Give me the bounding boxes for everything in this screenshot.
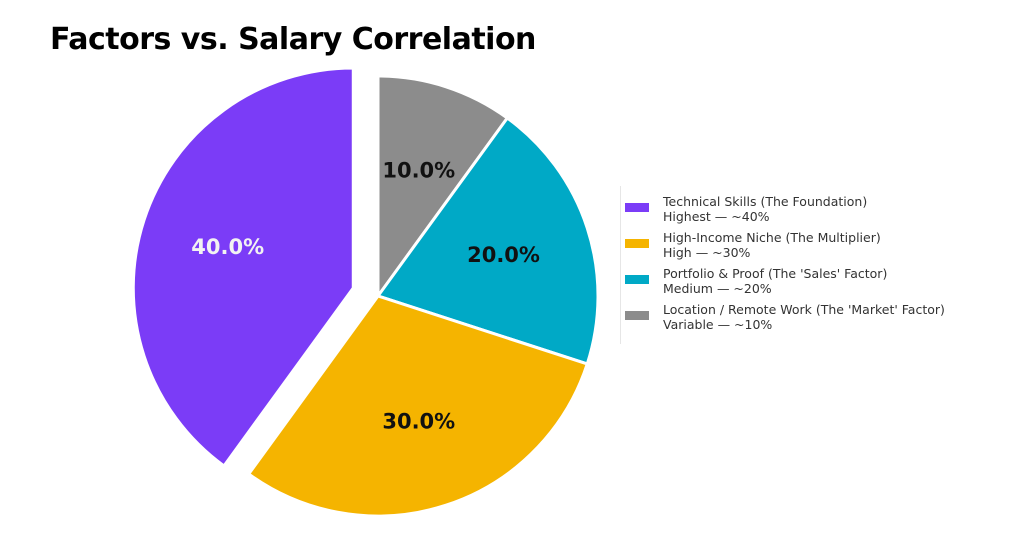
legend-item: Location / Remote Work (The 'Market' Fac… <box>625 302 1005 332</box>
pie-slices <box>131 66 600 518</box>
legend-sublabel: High — ~30% <box>663 245 751 260</box>
pie-slice-4 <box>131 66 355 468</box>
slice-label-1: 10.0% <box>382 158 455 182</box>
legend-swatch <box>625 203 649 212</box>
slice-label-4: 40.0% <box>191 235 264 259</box>
legend: Technical Skills (The Foundation) Highest… <box>620 186 1005 344</box>
pie-labels: 10.0% 20.0% 30.0% 40.0% <box>191 158 540 433</box>
legend-text: Technical Skills (The Foundation) Highest… <box>663 194 867 224</box>
legend-label: Portfolio & Proof (The 'Sales' Factor) <box>663 266 888 281</box>
pie-slice-1 <box>376 74 509 298</box>
slice-label-3: 30.0% <box>382 410 455 434</box>
legend-text: Portfolio & Proof (The 'Sales' Factor) Me… <box>663 266 887 296</box>
slice-label-2: 20.0% <box>467 243 540 267</box>
pie-slice-2 <box>376 116 600 366</box>
legend-item: Portfolio & Proof (The 'Sales' Factor) Me… <box>625 266 1005 296</box>
legend-label: High-Income Niche (The Multiplier) <box>663 230 881 245</box>
legend-label: Location / Remote Work (The 'Market' Fac… <box>663 302 945 317</box>
legend-swatch <box>625 275 649 284</box>
pie-slice-3 <box>247 294 589 518</box>
legend-text: High-Income Niche (The Multiplier) High —… <box>663 230 881 260</box>
legend-sublabel: Variable — ~10% <box>663 317 773 332</box>
legend-sublabel: Highest — ~40% <box>663 209 770 224</box>
legend-item: Technical Skills (The Foundation) Highest… <box>625 194 1005 224</box>
legend-text: Location / Remote Work (The 'Market' Fac… <box>663 302 945 332</box>
chart-title: Factors vs. Salary Correlation <box>50 22 536 57</box>
legend-swatch <box>625 239 649 248</box>
legend-sublabel: Medium — ~20% <box>663 281 772 296</box>
legend-swatch <box>625 311 649 320</box>
legend-item: High-Income Niche (The Multiplier) High —… <box>625 230 1005 260</box>
legend-label: Technical Skills (The Foundation) <box>663 194 868 209</box>
